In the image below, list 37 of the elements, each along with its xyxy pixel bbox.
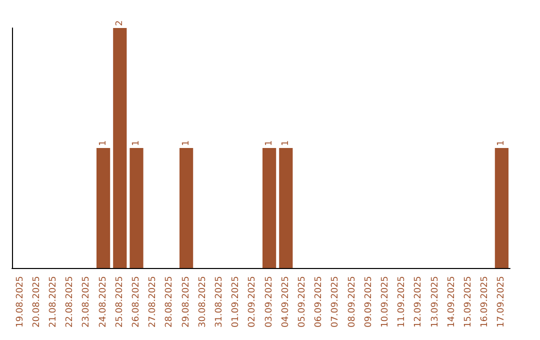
x-tick-label: 21.08.2025: [48, 276, 58, 328]
x-tick-label: 22.08.2025: [65, 276, 76, 328]
x-tick-label: 17.09.2025: [496, 276, 507, 328]
x-tick-label: 06.09.2025: [314, 276, 324, 328]
x-tick-label: 10.09.2025: [380, 276, 390, 328]
data-label: 2: [114, 20, 125, 26]
x-tick-label: 23.08.2025: [82, 276, 92, 328]
data-label: 1: [132, 140, 142, 146]
x-tick-label: 24.08.2025: [98, 276, 108, 328]
x-tick-label: 11.09.2025: [397, 276, 408, 328]
data-label: 1: [181, 140, 192, 146]
data-label: 1: [496, 140, 507, 146]
x-tick-label: 08.09.2025: [347, 276, 358, 328]
x-tick-label: 07.09.2025: [330, 276, 341, 328]
x-tick-label: 29.08.2025: [181, 276, 192, 328]
x-tick-label: 02.09.2025: [248, 276, 258, 328]
x-tick-label: 01.09.2025: [231, 276, 242, 328]
data-label: 1: [98, 140, 108, 146]
x-tick-label: 26.08.2025: [132, 276, 142, 328]
x-tick-label: 03.09.2025: [264, 276, 274, 328]
x-tick-label: 05.09.2025: [298, 276, 308, 328]
x-tick-label: 25.08.2025: [114, 276, 125, 328]
data-label: 1: [264, 140, 274, 146]
x-tick-label: 27.08.2025: [148, 276, 158, 328]
x-tick-label: 20.08.2025: [32, 276, 42, 328]
data-label: 1: [280, 140, 291, 146]
x-tick-label: 09.09.2025: [364, 276, 374, 328]
x-tick-label: 28.08.2025: [164, 276, 175, 328]
x-tick-label: 15.09.2025: [464, 276, 474, 328]
x-tick-label: 14.09.2025: [446, 276, 457, 328]
x-tick-label: 31.08.2025: [214, 276, 224, 328]
x-tick-label: 12.09.2025: [414, 276, 424, 328]
x-tick-label: 13.09.2025: [430, 276, 440, 328]
x-tick-label: 30.08.2025: [198, 276, 208, 328]
x-tick-label: 19.08.2025: [15, 276, 26, 328]
x-tick-label: 04.09.2025: [280, 276, 291, 328]
x-tick-label: 16.09.2025: [480, 276, 490, 328]
